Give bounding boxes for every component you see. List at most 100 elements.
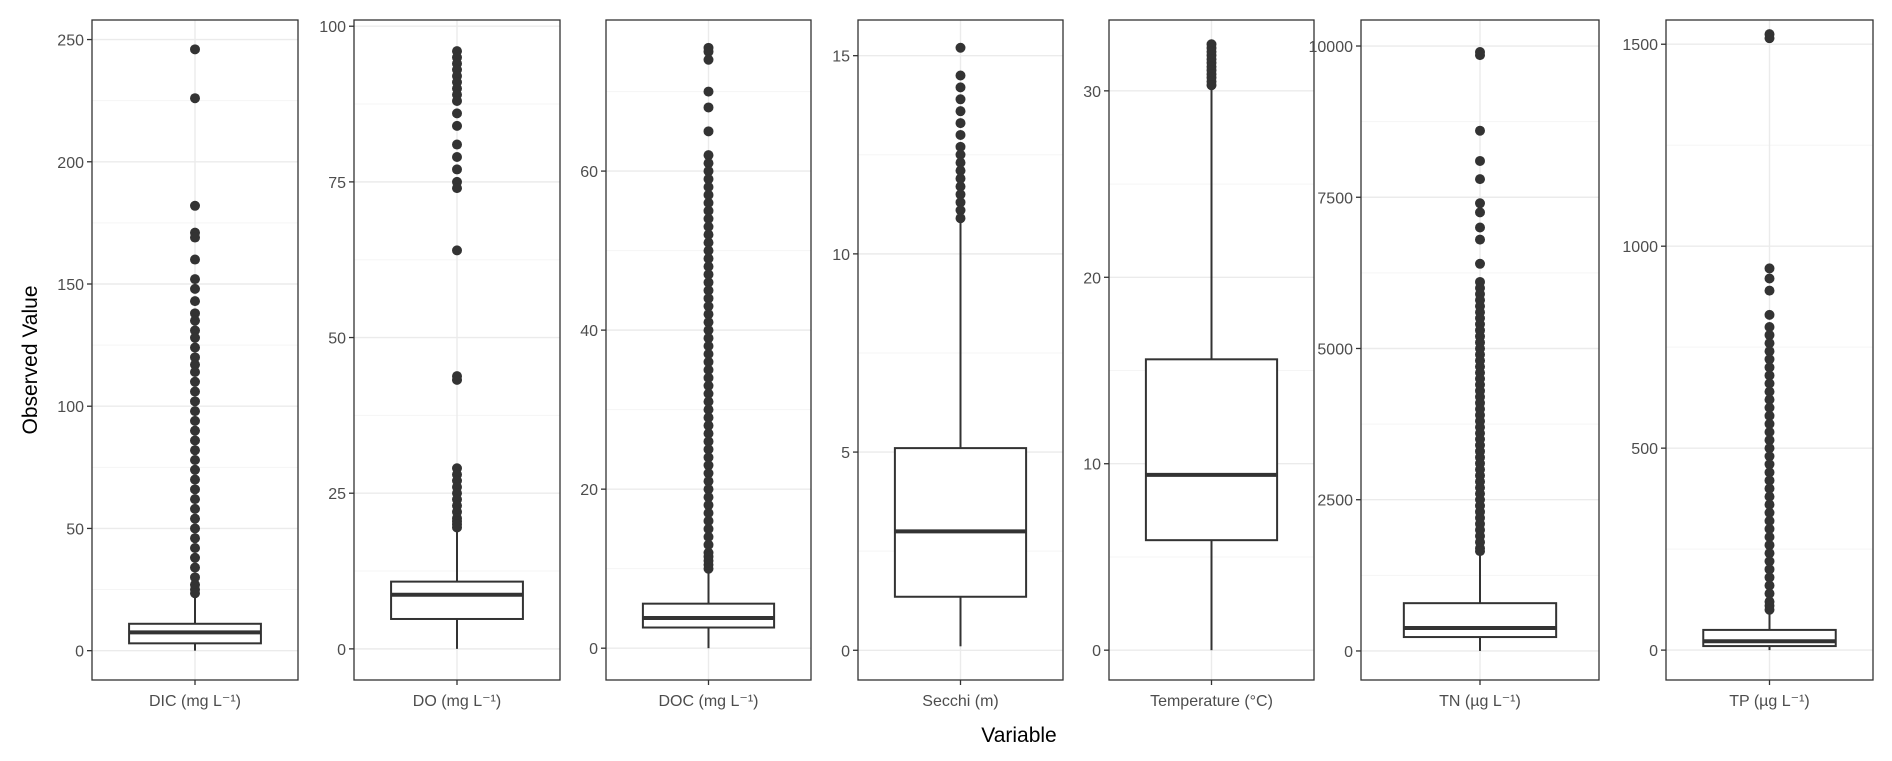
outlier-point — [1764, 410, 1775, 421]
outlier-point — [703, 388, 714, 399]
outlier-point — [703, 86, 714, 97]
outlier-point — [1764, 580, 1775, 591]
y-tick-label: 5 — [841, 445, 850, 462]
y-tick-label: 0 — [841, 643, 850, 660]
outlier-point — [955, 106, 966, 117]
outlier-point — [703, 444, 714, 455]
iqr-box — [1144, 358, 1279, 542]
outlier-point — [1475, 50, 1485, 61]
outlier-point — [703, 54, 714, 65]
outlier-point — [703, 245, 714, 256]
outlier-point — [190, 415, 200, 426]
outlier-point — [190, 283, 200, 294]
outlier-point — [703, 181, 714, 192]
outlier-point — [703, 460, 714, 471]
outlier-point — [190, 232, 200, 243]
outlier-point — [1764, 499, 1775, 510]
outlier-point — [1764, 378, 1775, 389]
outlier-point — [1764, 483, 1775, 494]
outlier-point — [703, 197, 714, 208]
outlier-point — [955, 82, 966, 93]
outlier-point — [452, 139, 462, 150]
y-tick-label: 100 — [319, 19, 346, 36]
y-tick-label: 2500 — [1317, 493, 1353, 510]
outlier-point — [1764, 321, 1775, 332]
y-tick-label: 60 — [580, 164, 598, 181]
outlier-point — [1764, 370, 1775, 381]
outlier-point — [1475, 174, 1485, 185]
iqr-box — [390, 580, 524, 620]
outlier-point — [190, 254, 200, 265]
y-tick-label: 0 — [75, 644, 84, 661]
outlier-point — [190, 386, 200, 397]
x-tick-label: DOC (mg L⁻¹) — [659, 693, 759, 710]
outlier-point — [703, 317, 714, 328]
outlier-point — [1764, 354, 1775, 365]
outlier-point — [190, 342, 200, 353]
outlier-point — [703, 531, 714, 542]
panel-4: 0 10 20 30 Temperature (°C) — [1083, 19, 1315, 710]
outlier-point — [1764, 588, 1775, 599]
outlier-point — [1764, 33, 1775, 44]
outlier-point — [190, 513, 200, 524]
outlier-point — [955, 70, 966, 81]
y-tick-label: 25 — [328, 486, 346, 503]
outlier-point — [955, 157, 966, 168]
panel-2: 0 20 40 60 DOC (mg L⁻¹) — [580, 19, 812, 710]
outlier-point — [1475, 222, 1485, 233]
outlier-point — [190, 325, 200, 336]
outlier-point — [190, 406, 200, 417]
outlier-point — [1764, 338, 1775, 349]
x-tick-label: DIC (mg L⁻¹) — [149, 693, 241, 710]
outlier-point — [1764, 491, 1775, 502]
outlier-point — [703, 436, 714, 447]
outlier-point — [703, 476, 714, 487]
outlier-point — [1475, 207, 1485, 218]
outlier-point — [1764, 532, 1775, 543]
y-tick-label: 10000 — [1309, 39, 1354, 56]
y-tick-label: 0 — [589, 641, 598, 658]
outlier-point — [1764, 604, 1775, 615]
outlier-point — [190, 352, 200, 363]
outlier-point — [703, 348, 714, 359]
outlier-point — [703, 364, 714, 375]
outlier-point — [1764, 418, 1775, 429]
outlier-point — [955, 205, 966, 216]
outlier-point — [190, 455, 200, 465]
outlier-point — [955, 141, 966, 152]
iqr-box — [893, 447, 1028, 598]
outlier-point — [190, 425, 200, 436]
panel-3: 0 5 10 15 Secchi (m) — [832, 19, 1064, 710]
outlier-point — [1475, 546, 1485, 557]
outlier-point — [1764, 394, 1775, 405]
y-tick-label: 50 — [66, 521, 84, 538]
outlier-point — [1764, 475, 1775, 486]
outlier-point — [190, 93, 200, 104]
outlier-point — [703, 404, 714, 415]
y-tick-label: 200 — [57, 155, 84, 172]
outlier-point — [190, 503, 200, 514]
outlier-point — [1764, 564, 1775, 575]
outlier-point — [955, 129, 966, 140]
x-tick-label: Secchi (m) — [922, 693, 998, 710]
x-axis-title: Variable — [981, 724, 1057, 747]
outlier-point — [190, 367, 200, 377]
x-tick-label: Temperature (°C) — [1150, 693, 1273, 710]
y-axis-title: Observed Value — [19, 285, 42, 434]
outlier-point — [190, 494, 200, 505]
y-tick-label: 7500 — [1317, 190, 1353, 207]
outlier-point — [703, 372, 714, 383]
outlier-point — [1475, 155, 1485, 166]
outlier-point — [703, 102, 714, 113]
y-tick-label: 150 — [57, 277, 84, 294]
outlier-point — [190, 435, 200, 446]
outlier-point — [1764, 263, 1775, 274]
outlier-point — [703, 277, 714, 288]
outlier-point — [190, 200, 200, 211]
outlier-point — [955, 118, 966, 129]
outlier-point — [703, 396, 714, 407]
x-tick-label: DO (mg L⁻¹) — [413, 693, 501, 710]
outlier-point — [1206, 80, 1217, 91]
outlier-point — [1475, 125, 1485, 136]
